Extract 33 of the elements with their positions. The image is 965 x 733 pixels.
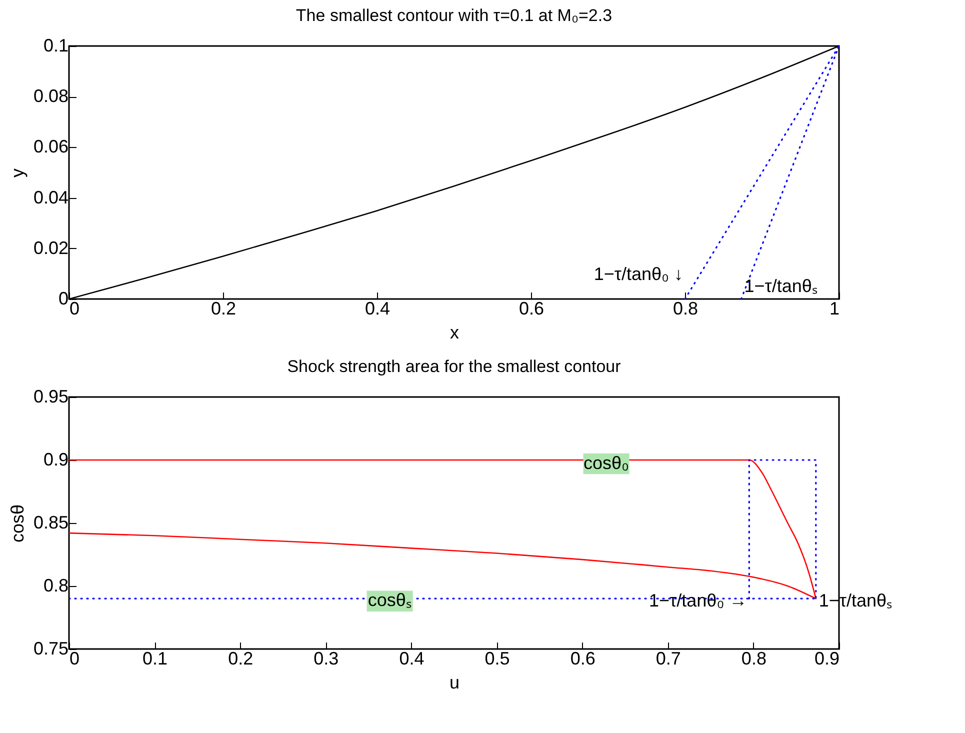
- y-tick-label: 0.9: [43, 450, 68, 470]
- x-tick-label: 0.9: [814, 648, 840, 668]
- x-tick-label: 0.2: [210, 298, 236, 318]
- x-tick-label: 0.1: [142, 648, 168, 668]
- x-tick-label: 0.4: [364, 298, 390, 318]
- annotation: 1−τ/tanθ₀ →: [649, 590, 748, 611]
- x-tick-label: 0.8: [672, 298, 698, 318]
- x-tick-label: 1: [829, 298, 840, 318]
- y-tick-label: 0.02: [33, 238, 68, 258]
- y-tick-label: 0.8: [43, 576, 68, 596]
- y-axis-title: y: [7, 168, 28, 178]
- annotation: 1−τ/tanθ₀ ↓: [594, 264, 683, 284]
- y-tick-label: 0.85: [33, 512, 68, 532]
- x-tick-label: 0.7: [656, 648, 681, 668]
- x-tick-label: 0.6: [518, 298, 544, 318]
- y-tick-label: 0.95: [33, 386, 68, 406]
- x-tick-label: 0.6: [570, 648, 596, 668]
- x-tick-label: 0.4: [399, 648, 424, 668]
- y-tick-label: 0.06: [33, 136, 68, 157]
- x-tick-label: 0.3: [314, 648, 339, 668]
- x-axis-title: u: [449, 672, 460, 692]
- y-axis-title: cosθ: [7, 504, 28, 543]
- x-tick-label: 0.8: [741, 648, 766, 668]
- chart-title: Shock strength area for the smallest contour: [287, 357, 622, 376]
- chart-title: The smallest contour with τ=0.1 at M₀=2.3: [296, 6, 612, 25]
- y-tick-label: 0.75: [33, 638, 68, 658]
- x-tick-label: 0.2: [228, 648, 254, 668]
- x-axis-title: x: [450, 322, 459, 342]
- y-tick-label: 0.04: [33, 187, 68, 208]
- y-tick-label: 0.08: [33, 86, 68, 106]
- annotation: 1−τ/tanθₛ: [744, 276, 818, 296]
- x-tick-label: 0.5: [484, 648, 510, 668]
- y-tick-label: 0.1: [43, 36, 68, 56]
